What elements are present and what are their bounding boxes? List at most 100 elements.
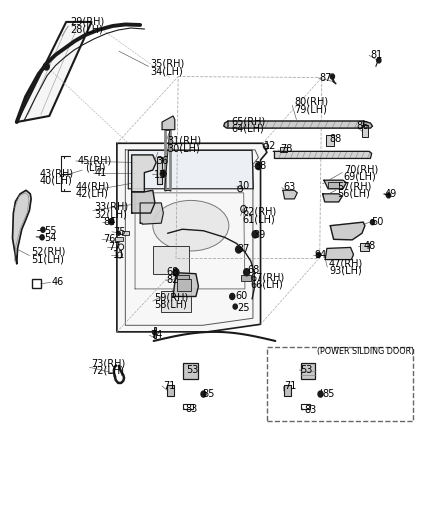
Text: 53: 53 [186,365,198,375]
Text: 68: 68 [167,267,179,277]
Bar [241,275,251,281]
Polygon shape [273,152,371,159]
Circle shape [235,246,242,253]
Text: 85: 85 [323,389,335,399]
Bar [301,404,310,409]
Circle shape [230,294,235,300]
Circle shape [160,170,166,177]
Bar [267,346,412,421]
Bar [161,292,191,312]
Text: 28(LH): 28(LH) [70,24,103,34]
Text: 58(LH): 58(LH) [154,300,187,310]
Circle shape [330,74,334,79]
Text: 12: 12 [263,141,276,151]
Circle shape [109,219,114,225]
Polygon shape [363,121,372,128]
Text: 59(RH): 59(RH) [154,293,188,303]
Bar [123,231,129,235]
Text: 13: 13 [153,170,166,180]
Text: 57(RH): 57(RH) [337,182,372,192]
Circle shape [244,269,249,276]
Text: 49: 49 [385,189,397,199]
Text: 81: 81 [371,50,383,60]
Bar [153,328,156,339]
Text: 86: 86 [357,121,369,131]
Text: 83: 83 [185,404,198,414]
Bar [177,279,191,292]
Circle shape [41,227,45,232]
Bar [301,363,316,379]
Polygon shape [17,22,92,122]
Text: 51(LH): 51(LH) [31,254,65,264]
Text: 93(LH): 93(LH) [329,266,362,276]
Text: 61(LH): 61(LH) [242,214,275,224]
Text: 37: 37 [237,244,250,255]
Text: 73(RH): 73(RH) [91,358,125,368]
Text: 46: 46 [51,277,64,287]
Circle shape [40,235,44,240]
Text: 32(LH): 32(LH) [95,209,127,219]
Polygon shape [132,190,155,213]
Text: 33(RH): 33(RH) [95,202,129,212]
Circle shape [386,193,391,198]
Polygon shape [128,151,253,189]
Text: 48: 48 [363,241,375,251]
Polygon shape [162,116,175,130]
Text: 38: 38 [254,161,266,171]
Text: 94: 94 [314,250,327,260]
Bar [183,404,193,409]
Bar [153,246,189,274]
Text: 35(RH): 35(RH) [151,59,185,69]
Text: 72(LH): 72(LH) [91,366,124,376]
Text: 69(LH): 69(LH) [344,171,377,181]
Text: 50: 50 [371,217,384,227]
Text: 75: 75 [113,227,126,237]
Bar [328,182,339,188]
Text: 70(RH): 70(RH) [344,164,378,174]
Circle shape [43,63,49,70]
Circle shape [160,170,166,177]
Bar [167,385,174,396]
Text: 66(LH): 66(LH) [250,280,283,290]
Text: 10: 10 [238,182,250,191]
Text: 43(RH): 43(RH) [40,169,74,178]
Text: 67(RH): 67(RH) [250,273,284,283]
Text: 41: 41 [95,168,107,177]
Text: 76: 76 [103,234,116,244]
Circle shape [316,252,320,258]
Polygon shape [330,222,365,240]
Polygon shape [173,273,198,297]
Bar [183,363,198,379]
Polygon shape [325,247,354,260]
Text: 55: 55 [44,226,57,236]
Bar [115,237,123,241]
Text: 80(RH): 80(RH) [294,97,328,107]
Text: 47(RH): 47(RH) [329,259,363,269]
Circle shape [153,331,156,335]
Text: 64(LH): 64(LH) [232,124,265,134]
Bar [360,243,369,251]
Polygon shape [157,158,162,184]
Text: (POWER SILDING DOOR): (POWER SILDING DOOR) [317,347,414,355]
Text: 29(RH): 29(RH) [70,17,105,27]
Text: 44(RH): 44(RH) [75,182,109,192]
Text: 36: 36 [156,156,168,166]
Text: 82: 82 [167,275,179,285]
Bar [284,385,291,396]
Bar [362,125,368,137]
Circle shape [173,269,179,276]
Circle shape [252,231,258,238]
Text: 77: 77 [109,242,121,252]
Text: 25: 25 [237,303,250,313]
Polygon shape [283,190,297,199]
Text: 78: 78 [280,144,293,154]
Text: 87: 87 [320,73,332,83]
Bar [279,148,287,153]
Polygon shape [323,194,342,202]
Text: 62(RH): 62(RH) [242,206,276,216]
Circle shape [318,391,323,397]
Text: 74: 74 [151,331,163,340]
Text: 63: 63 [283,182,295,192]
Text: 85: 85 [203,389,215,399]
Polygon shape [324,180,346,189]
